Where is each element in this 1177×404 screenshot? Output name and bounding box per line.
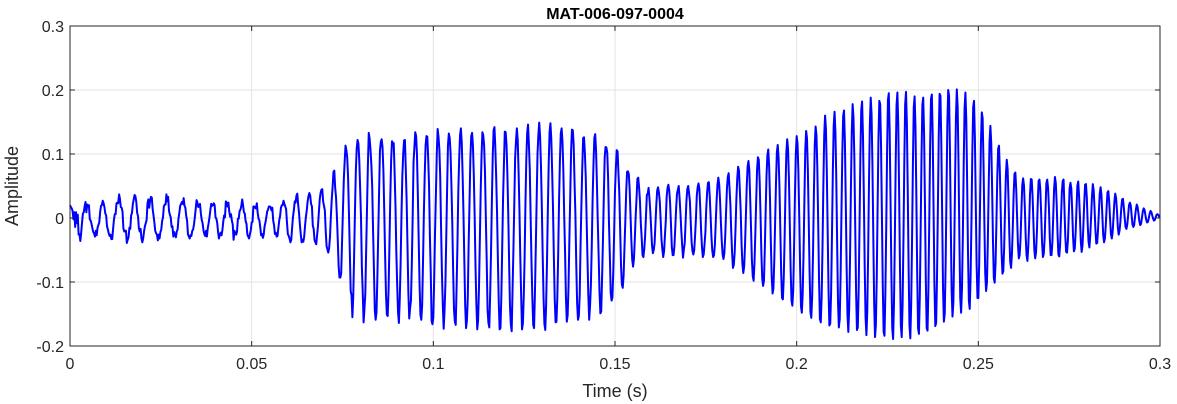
x-tick-label: 0.2 [786, 356, 808, 373]
y-tick-label: 0.2 [42, 83, 64, 100]
series-line [69, 88, 1161, 340]
y-tick-label: 0.3 [42, 19, 64, 36]
y-tick-label: 0 [55, 211, 64, 228]
x-axis-label: Time (s) [582, 381, 647, 401]
x-tick-label: 0.1 [422, 356, 444, 373]
chart-title: MAT-006-097-0004 [546, 6, 684, 23]
x-tick-label: 0.05 [236, 356, 267, 373]
y-tick-label: 0.1 [42, 147, 64, 164]
y-tick-label: -0.2 [36, 339, 64, 356]
ticks: 0 0.05 0.1 0.15 0.2 0.25 0.3 -0.2 -0.1 0 0.1 0.2 0.3 [36, 19, 1171, 373]
x-tick-label: 0.25 [963, 356, 994, 373]
x-tick-label: 0.15 [599, 356, 630, 373]
y-axis-label: Amplitude [2, 146, 22, 226]
x-tick-label: 0 [66, 356, 75, 373]
x-tick-label: 0.3 [1149, 356, 1171, 373]
y-tick-label: -0.1 [36, 275, 64, 292]
series-layer [69, 88, 1161, 340]
